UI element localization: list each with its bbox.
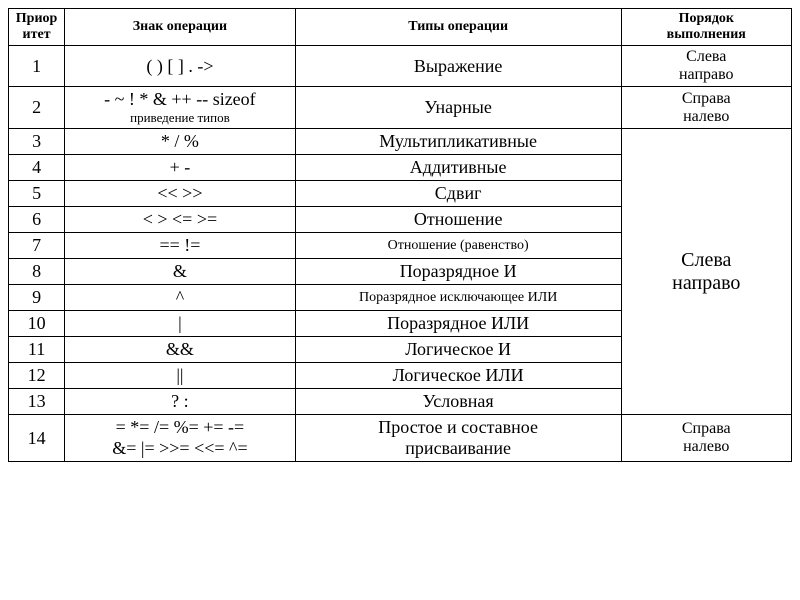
sign-cell: << >> bbox=[65, 181, 296, 207]
sign-cell: ^ bbox=[65, 285, 296, 311]
priority-cell: 1 bbox=[9, 46, 65, 87]
sign-cell: < > <= >= bbox=[65, 207, 296, 233]
type-cell: Поразрядное исключающее ИЛИ bbox=[295, 285, 621, 311]
priority-cell: 3 bbox=[9, 129, 65, 155]
type-cell: Условная bbox=[295, 389, 621, 415]
order-cell: Справаналево bbox=[621, 87, 791, 129]
type-cell: Простое и составноеприсваивание bbox=[295, 415, 621, 462]
table-row: 1 ( ) [ ] . -> Выражение Слеванаправо bbox=[9, 46, 792, 87]
priority-cell: 9 bbox=[9, 285, 65, 311]
type-cell: Унарные bbox=[295, 87, 621, 129]
priority-cell: 7 bbox=[9, 233, 65, 259]
header-type: Типы операции bbox=[295, 9, 621, 46]
order-cell-merged: Слеванаправо bbox=[621, 129, 791, 415]
table-row: 2 - ~ ! * & ++ -- sizeof приведение типо… bbox=[9, 87, 792, 129]
priority-cell: 6 bbox=[9, 207, 65, 233]
sign-cell: = *= /= %= += -=&= |= >>= <<= ^= bbox=[65, 415, 296, 462]
sign-cell: * / % bbox=[65, 129, 296, 155]
header-priority: Приоритет bbox=[9, 9, 65, 46]
order-cell: Справаналево bbox=[621, 415, 791, 462]
type-cell: Мультипликативные bbox=[295, 129, 621, 155]
priority-cell: 10 bbox=[9, 311, 65, 337]
header-sign: Знак операции bbox=[65, 9, 296, 46]
sign-main: - ~ ! * & ++ -- sizeof bbox=[104, 89, 256, 109]
priority-cell: 2 bbox=[9, 87, 65, 129]
priority-cell: 8 bbox=[9, 259, 65, 285]
type-cell: Выражение bbox=[295, 46, 621, 87]
sign-cell: == != bbox=[65, 233, 296, 259]
type-cell: Сдвиг bbox=[295, 181, 621, 207]
sign-cell: && bbox=[65, 337, 296, 363]
sign-cell: & bbox=[65, 259, 296, 285]
priority-cell: 13 bbox=[9, 389, 65, 415]
priority-cell: 12 bbox=[9, 363, 65, 389]
type-cell: Поразрядное ИЛИ bbox=[295, 311, 621, 337]
priority-cell: 5 bbox=[9, 181, 65, 207]
header-order: Порядоквыполнения bbox=[621, 9, 791, 46]
sign-cell: ( ) [ ] . -> bbox=[65, 46, 296, 87]
type-cell: Отношение (равенство) bbox=[295, 233, 621, 259]
table-header-row: Приоритет Знак операции Типы операции По… bbox=[9, 9, 792, 46]
type-cell: Аддитивные bbox=[295, 155, 621, 181]
priority-cell: 11 bbox=[9, 337, 65, 363]
priority-cell: 4 bbox=[9, 155, 65, 181]
sign-cell: ? : bbox=[65, 389, 296, 415]
type-cell: Логическое И bbox=[295, 337, 621, 363]
sign-cell: - ~ ! * & ++ -- sizeof приведение типов bbox=[65, 87, 296, 129]
sign-cell: + - bbox=[65, 155, 296, 181]
priority-cell: 14 bbox=[9, 415, 65, 462]
order-cell: Слеванаправо bbox=[621, 46, 791, 87]
sign-cell: || bbox=[65, 363, 296, 389]
type-cell: Поразрядное И bbox=[295, 259, 621, 285]
type-cell: Логическое ИЛИ bbox=[295, 363, 621, 389]
sign-sub: приведение типов bbox=[69, 110, 291, 126]
operator-precedence-table: Приоритет Знак операции Типы операции По… bbox=[8, 8, 792, 462]
table-row: 14 = *= /= %= += -=&= |= >>= <<= ^= Прос… bbox=[9, 415, 792, 462]
type-cell: Отношение bbox=[295, 207, 621, 233]
sign-cell: | bbox=[65, 311, 296, 337]
table-row: 3 * / % Мультипликативные Слеванаправо bbox=[9, 129, 792, 155]
